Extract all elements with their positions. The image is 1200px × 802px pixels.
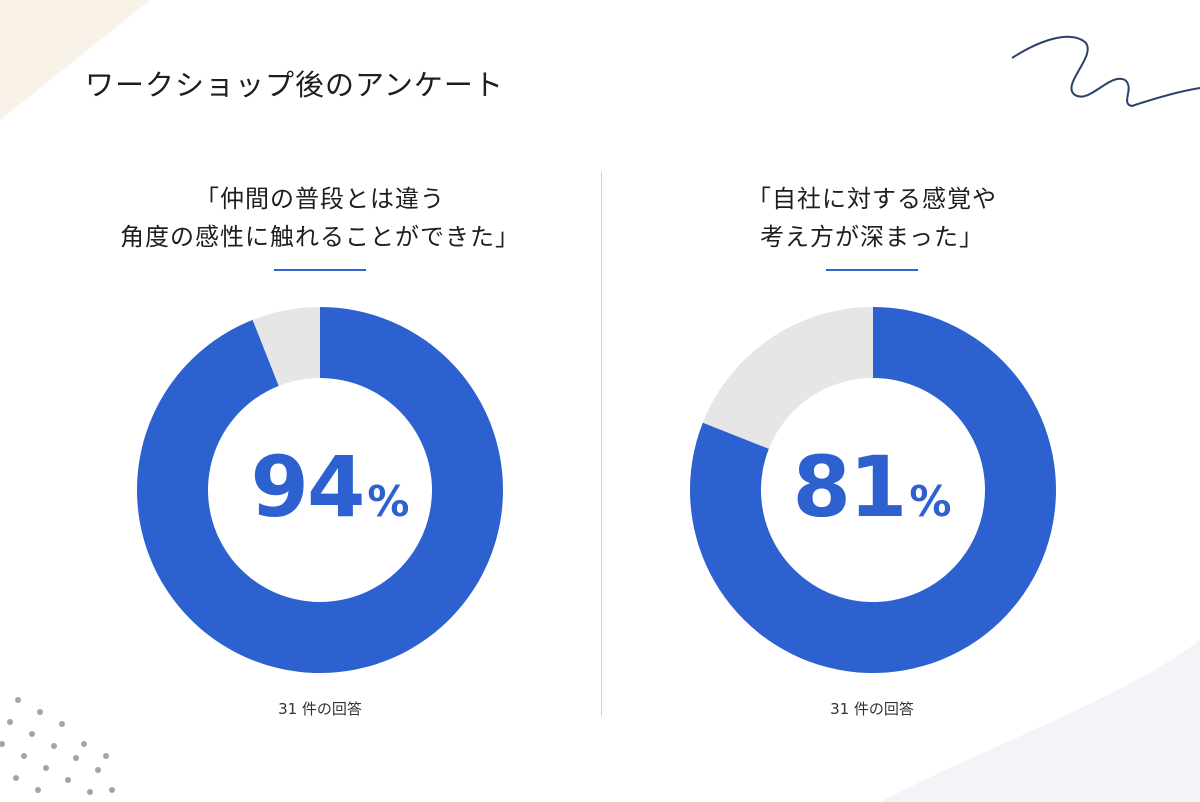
donut-slice-remainder bbox=[252, 307, 320, 386]
heading-rule-2 bbox=[826, 269, 918, 271]
percentage-label-2: 81% bbox=[722, 438, 1022, 536]
chart-heading-1-line-1: 「仲間の普段とは違う bbox=[195, 185, 445, 213]
percentage-value-1: 94 bbox=[250, 438, 366, 536]
donut-slice-remainder bbox=[702, 307, 873, 449]
corner-brush-stroke bbox=[0, 0, 150, 120]
percentage-value-2: 81 bbox=[792, 438, 908, 536]
squiggle-line bbox=[1011, 35, 1200, 108]
response-count-2: 31 件の回答 bbox=[830, 700, 914, 718]
chart-heading-2: 「自社に対する感覚や 考え方が深まった」 bbox=[602, 180, 1142, 256]
chart-heading-1-line-2: 角度の感性に触れることができた」 bbox=[120, 223, 520, 251]
corner-swoosh bbox=[880, 640, 1200, 802]
page-title: ワークショップ後のアンケート bbox=[85, 68, 504, 102]
donut-slice-agree bbox=[690, 307, 1056, 673]
chart-heading-2-line-1: 「自社に対する感覚や bbox=[747, 185, 997, 213]
chart-heading-2-line-2: 考え方が深まった」 bbox=[759, 223, 985, 251]
donut-chart-1 bbox=[137, 307, 503, 673]
donut-chart-2 bbox=[690, 307, 1056, 673]
percentage-unit-1: % bbox=[367, 477, 410, 526]
heading-rule-1 bbox=[274, 269, 366, 271]
panel-divider bbox=[601, 172, 602, 716]
dot-pattern bbox=[0, 697, 115, 795]
response-count-1: 31 件の回答 bbox=[278, 700, 362, 718]
percentage-label-1: 94% bbox=[180, 438, 480, 536]
percentage-unit-2: % bbox=[909, 477, 952, 526]
donut-slice-agree bbox=[137, 307, 503, 673]
chart-heading-1: 「仲間の普段とは違う 角度の感性に触れることができた」 bbox=[50, 180, 590, 256]
